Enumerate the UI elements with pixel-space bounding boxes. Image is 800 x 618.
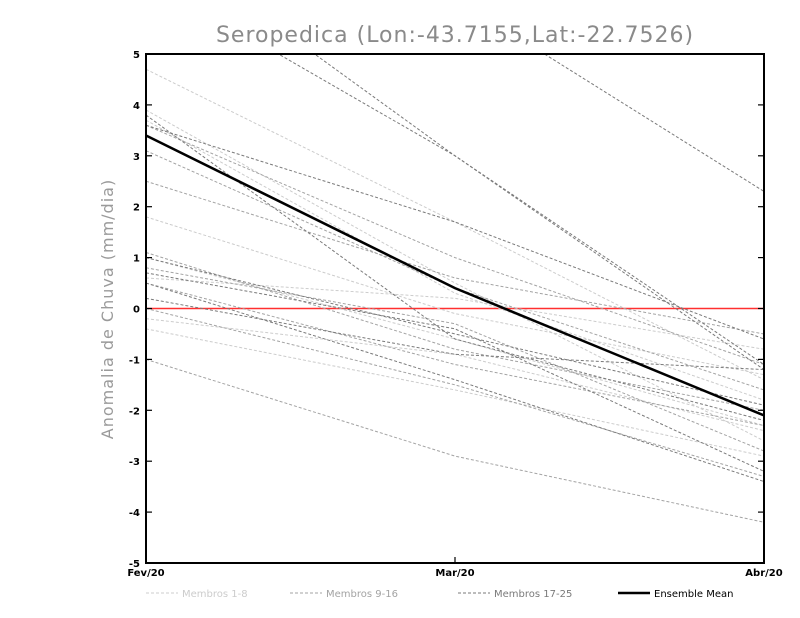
legend-label-3: Membros 17-25	[494, 589, 572, 600]
series-line-member-19	[146, 124, 764, 340]
x-tick-label: Fev/20	[127, 568, 164, 579]
series-line-member-7	[146, 328, 764, 457]
series-line-member-11	[146, 267, 764, 452]
series-line-member-15	[146, 308, 764, 477]
y-tick-label: 2	[133, 203, 140, 214]
legend-label-4: Ensemble Mean	[654, 589, 733, 600]
y-tick-label: 3	[133, 152, 140, 163]
x-tick-label: Mar/20	[435, 568, 474, 579]
y-tick-label: 0	[133, 305, 140, 316]
series-line-member-20	[146, 272, 764, 472]
series-line-member-9	[146, 180, 764, 335]
series-line-member-10	[146, 124, 764, 365]
y-tick-label: 1	[133, 254, 140, 265]
series-line-member-6	[146, 318, 764, 432]
series-line-member-4	[146, 257, 764, 427]
x-tick-label: Abr/20	[745, 568, 782, 579]
y-tick-label: 5	[133, 50, 140, 61]
y-tick-label: -5	[129, 559, 140, 570]
series-line-member-3	[146, 216, 764, 376]
legend-label-2: Membros 9-16	[326, 589, 398, 600]
series-line-member-14	[146, 252, 764, 411]
series-line-member-13	[146, 358, 764, 523]
series-layer	[146, 54, 764, 523]
y-tick-label: -2	[129, 406, 140, 417]
y-tick-label: -1	[129, 355, 140, 366]
y-tick-label: 4	[133, 101, 140, 112]
series-line-member-2	[146, 109, 764, 442]
series-line-member-23	[313, 54, 764, 370]
series-line-member-22	[146, 297, 764, 371]
y-tick-label: -3	[129, 457, 140, 468]
series-line-member-12	[146, 282, 764, 427]
series-line-member-24	[543, 54, 764, 192]
series-line-member-16	[146, 150, 764, 391]
legend: Membros 1-8 Membros 9-16 Membros 17-25 Ense…	[146, 589, 733, 600]
series-line-member-1	[146, 68, 764, 381]
legend-label-1: Membros 1-8	[182, 589, 248, 600]
series-line-ensemble-mean	[146, 134, 764, 417]
series-line-member-21	[146, 282, 764, 483]
series-line-member-18	[146, 114, 764, 421]
series-line-member-25	[146, 257, 764, 406]
chart-title: Seropedica (Lon:-43.7155,Lat:-22.7526)	[216, 23, 694, 48]
y-axis-label: Anomalia de Chuva (mm/dia)	[98, 179, 117, 439]
y-tick-label: -4	[129, 508, 140, 519]
